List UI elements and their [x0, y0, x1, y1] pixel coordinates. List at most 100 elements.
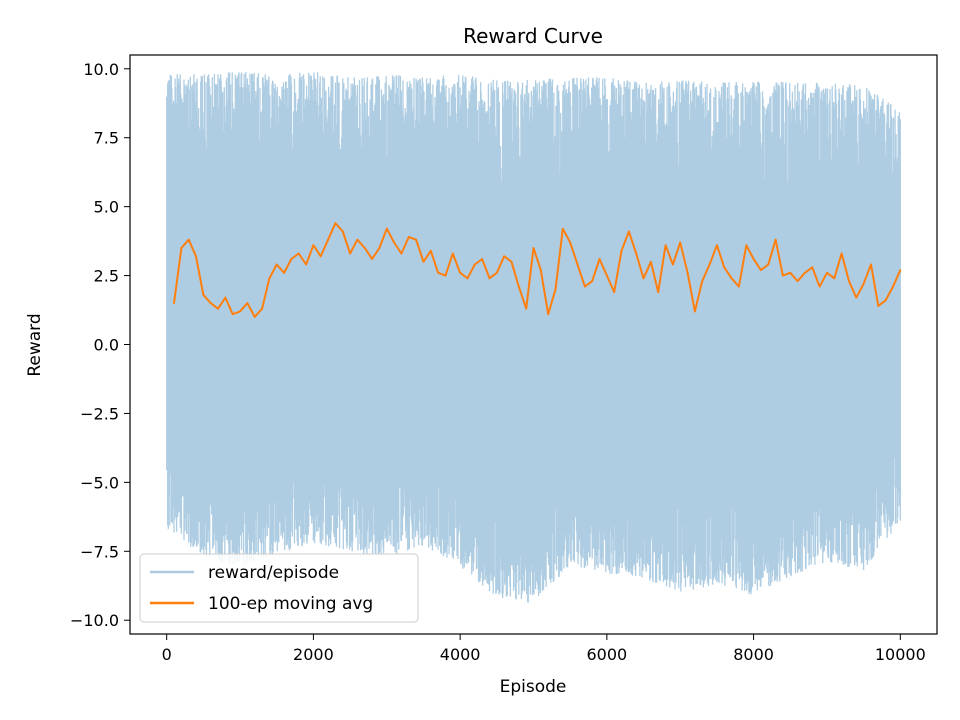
moving-average-point: [855, 296, 858, 299]
moving-average-point: [679, 241, 682, 244]
moving-average-point: [275, 263, 278, 266]
moving-average-point: [312, 244, 315, 247]
moving-average-point: [840, 252, 843, 255]
moving-average-point: [635, 252, 638, 255]
moving-average-point: [437, 271, 439, 274]
y-tick-label: 2.5: [94, 267, 119, 286]
moving-average-point: [334, 222, 337, 225]
moving-average-point: [481, 258, 483, 260]
moving-average-point: [180, 247, 183, 249]
moving-average-point: [789, 271, 792, 274]
moving-average-point: [628, 230, 630, 233]
moving-average-point: [407, 236, 410, 238]
moving-average-point: [672, 263, 674, 266]
moving-average-point: [517, 285, 520, 288]
moving-average-point: [415, 238, 417, 241]
moving-average-point: [584, 285, 586, 288]
moving-average-point: [796, 280, 799, 282]
moving-average-point: [195, 255, 197, 258]
y-axis-label: Reward: [25, 313, 45, 376]
x-tick-label: 8000: [733, 645, 774, 664]
moving-average-point: [657, 291, 660, 293]
moving-average-point: [686, 271, 689, 274]
moving-average-point: [209, 302, 212, 304]
series-layer: [166, 72, 902, 603]
moving-average-point: [246, 302, 249, 304]
moving-average-point: [239, 310, 241, 313]
x-tick-label: 0: [162, 645, 172, 664]
y-tick-label: −7.5: [80, 542, 119, 561]
legend-box: [139, 553, 419, 623]
x-axis-label: Episode: [500, 677, 567, 697]
moving-average-point: [650, 260, 652, 263]
y-tick-label: 5.0: [94, 198, 119, 217]
moving-average-point: [664, 244, 667, 247]
moving-average-point: [642, 277, 645, 280]
moving-average-point: [576, 263, 579, 266]
x-axis: 0 2000 4000 6000 8000 10000: [162, 634, 926, 664]
moving-average-point: [356, 238, 359, 241]
x-tick-label: 6000: [587, 645, 628, 664]
moving-average-point: [378, 247, 381, 249]
reward-per-episode-series: [166, 72, 901, 603]
moving-average-point: [818, 285, 821, 288]
moving-average-point: [892, 285, 894, 288]
moving-average-point: [730, 277, 733, 280]
moving-average-point: [385, 227, 388, 230]
y-tick-label: 10.0: [83, 60, 119, 79]
moving-average-point: [532, 247, 535, 249]
moving-average-point: [613, 291, 616, 293]
moving-average-point: [606, 274, 608, 277]
moving-average-point: [393, 241, 395, 244]
legend-label-moving-avg: 100-ep moving avg: [208, 594, 373, 614]
moving-average-point: [268, 277, 271, 280]
moving-average-point: [305, 263, 307, 266]
moving-average-point: [525, 307, 528, 310]
moving-average-point: [187, 238, 190, 241]
moving-average-point: [870, 263, 872, 266]
moving-average-point: [202, 294, 205, 296]
moving-average-point: [899, 269, 902, 271]
moving-average-point: [752, 258, 755, 260]
moving-average-point: [510, 260, 513, 263]
moving-average-point: [451, 252, 454, 255]
moving-average-point: [738, 285, 740, 288]
moving-average-point: [231, 313, 234, 316]
moving-average-point: [554, 288, 557, 291]
moving-average-point: [811, 266, 814, 269]
moving-average-point: [591, 280, 594, 282]
moving-average-point: [422, 260, 425, 263]
moving-average-point: [503, 255, 506, 258]
moving-average-point: [877, 305, 880, 307]
moving-average-point: [253, 316, 256, 318]
y-axis: −10.0 −7.5 −5.0 −2.5 0.0 2.5 5.0 7.5 10.0: [70, 60, 130, 630]
moving-average-point: [400, 252, 403, 255]
moving-average-point: [429, 249, 432, 252]
moving-average-point: [539, 269, 542, 271]
moving-average-point: [561, 227, 564, 230]
moving-average-point: [547, 313, 550, 316]
moving-average-point: [826, 271, 828, 274]
x-tick-label: 2000: [293, 645, 334, 664]
moving-average-point: [173, 302, 175, 304]
moving-average-point: [261, 307, 263, 310]
moving-average-point: [495, 271, 498, 274]
moving-average-point: [488, 277, 491, 280]
moving-average-point: [371, 258, 373, 260]
moving-average-point: [884, 299, 887, 302]
moving-average-point: [290, 258, 293, 260]
moving-average-point: [723, 266, 726, 269]
moving-average-point: [444, 274, 447, 277]
moving-average-point: [217, 307, 219, 310]
legend: reward/episode 100-ep moving avg: [139, 553, 419, 623]
chart-title: Reward Curve: [463, 24, 603, 48]
moving-average-point: [694, 310, 696, 313]
moving-average-point: [716, 244, 718, 247]
moving-average-point: [745, 244, 748, 247]
legend-label-reward-episode: reward/episode: [208, 563, 339, 583]
moving-average-point: [473, 263, 476, 266]
moving-average-point: [466, 277, 469, 280]
moving-average-point: [363, 247, 366, 249]
moving-average-point: [598, 258, 601, 260]
x-tick-label: 10000: [875, 645, 926, 664]
